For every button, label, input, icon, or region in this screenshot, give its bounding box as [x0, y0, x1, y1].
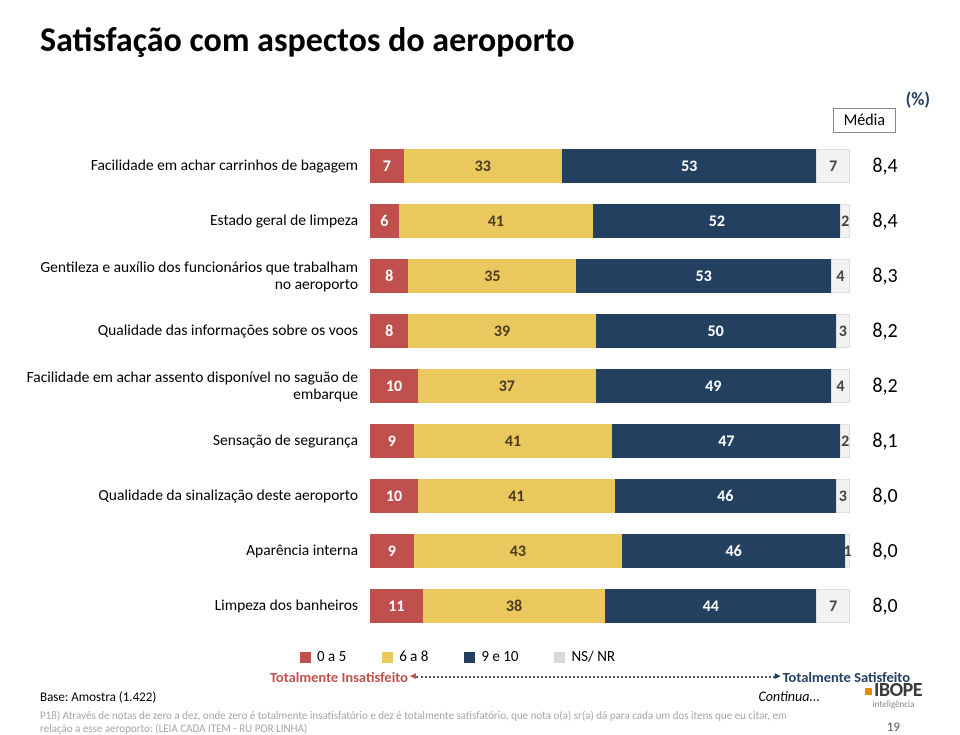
bar-segment: 2 [840, 204, 850, 238]
media-value: 8,0 [850, 539, 920, 563]
bar-segment: 46 [622, 534, 845, 568]
bar-segment: 3 [836, 314, 850, 348]
stacked-bar: 835534 [370, 259, 850, 293]
base-text: Base: Amostra (1.422) [40, 690, 156, 705]
bar-segment: 39 [408, 314, 595, 348]
page-title: Satisfação com aspectos do aeroporto [40, 20, 920, 61]
bar-segment: 41 [418, 479, 615, 513]
bar-segment: 38 [423, 589, 605, 623]
row-label: Facilidade em achar assento disponível n… [25, 369, 370, 403]
bar-segment: 6 [370, 204, 399, 238]
bar-segment: 52 [593, 204, 840, 238]
stacked-bar: 1138447 [370, 589, 850, 623]
bar-segment: 9 [370, 424, 414, 458]
bar-segment: 41 [399, 204, 594, 238]
chart-row: Gentileza e auxílio dos funcionários que… [25, 255, 935, 297]
legend-item: 9 e 10 [464, 648, 518, 666]
chart-row: Facilidade em achar assento disponível n… [25, 365, 935, 407]
media-value: 8,2 [850, 374, 920, 398]
chart-row: Facilidade em achar carrinhos de bagagem… [25, 145, 935, 187]
row-label: Qualidade das informações sobre os voos [25, 322, 370, 339]
stacked-bar: 943461 [370, 534, 850, 568]
continua-text: Continua... [758, 688, 820, 705]
legend: 0 a 5 6 a 8 9 e 10 NS/ NR [300, 648, 840, 666]
legend-item: 0 a 5 [300, 648, 346, 666]
bar-segment: 33 [404, 149, 562, 183]
bar-segment: 53 [562, 149, 816, 183]
legend-item: 6 a 8 [382, 648, 428, 666]
media-value: 8,0 [850, 594, 920, 618]
row-label: Qualidade da sinalização deste aeroporto [25, 487, 370, 504]
stacked-bar: 1037494 [370, 369, 850, 403]
media-value: 8,4 [850, 209, 920, 233]
stacked-bar: 1041463 [370, 479, 850, 513]
satisfaction-scale: Totalmente Insatisfeito Totalmente Satis… [270, 668, 910, 686]
stacked-bar: 941472 [370, 424, 850, 458]
bar-segment: 50 [596, 314, 836, 348]
chart-row: Sensação de segurança9414728,1 [25, 420, 935, 462]
chart-row: Limpeza dos banheiros11384478,0 [25, 585, 935, 627]
bar-segment: 46 [615, 479, 836, 513]
bar-segment: 4 [831, 259, 850, 293]
bar-segment: 3 [836, 479, 850, 513]
row-label: Aparência interna [25, 542, 370, 559]
chart-row: Qualidade das informações sobre os voos8… [25, 310, 935, 352]
bar-segment: 35 [408, 259, 576, 293]
media-value: 8,4 [850, 154, 920, 178]
bar-segment: 10 [370, 369, 418, 403]
ibope-logo: IBOPE inteligência [865, 680, 922, 709]
legend-item: NS/ NR [554, 648, 615, 666]
row-label: Limpeza dos banheiros [25, 597, 370, 614]
page-number: 19 [887, 720, 900, 735]
row-label: Sensação de segurança [25, 432, 370, 449]
bar-segment: 49 [596, 369, 831, 403]
bar-segment: 8 [370, 314, 408, 348]
row-label: Gentileza e auxílio dos funcionários que… [25, 259, 370, 293]
media-value: 8,1 [850, 429, 920, 453]
percent-indicator: (%) [906, 88, 930, 110]
media-value: 8,2 [850, 319, 920, 343]
row-label: Estado geral de limpeza [25, 212, 370, 229]
bar-segment: 8 [370, 259, 408, 293]
bar-segment: 2 [840, 424, 850, 458]
media-value: 8,3 [850, 264, 920, 288]
row-label: Facilidade em achar carrinhos de bagagem [25, 157, 370, 174]
bar-segment: 11 [370, 589, 423, 623]
bar-segment: 7 [370, 149, 404, 183]
bar-segment: 9 [370, 534, 414, 568]
bar-segment: 41 [414, 424, 613, 458]
bar-segment: 37 [418, 369, 596, 403]
bar-segment: 7 [816, 149, 850, 183]
bar-segment: 7 [816, 589, 850, 623]
chart-row: Estado geral de limpeza6415228,4 [25, 200, 935, 242]
stacked-bar: 839503 [370, 314, 850, 348]
bar-segment: 4 [831, 369, 850, 403]
bar-segment: 47 [612, 424, 840, 458]
media-header: Média [833, 108, 896, 133]
stacked-bar: 733537 [370, 149, 850, 183]
stacked-bar-chart: Facilidade em achar carrinhos de bagagem… [25, 145, 935, 640]
footnote: P18) Através de notas de zero a dez, ond… [40, 710, 820, 735]
chart-row: Qualidade da sinalização deste aeroporto… [25, 475, 935, 517]
media-value: 8,0 [850, 484, 920, 508]
bar-segment: 10 [370, 479, 418, 513]
bar-segment: 53 [576, 259, 830, 293]
scale-left-label: Totalmente Insatisfeito [270, 668, 408, 686]
stacked-bar: 641522 [370, 204, 850, 238]
chart-row: Aparência interna9434618,0 [25, 530, 935, 572]
bar-segment: 44 [605, 589, 816, 623]
bar-segment: 43 [414, 534, 622, 568]
